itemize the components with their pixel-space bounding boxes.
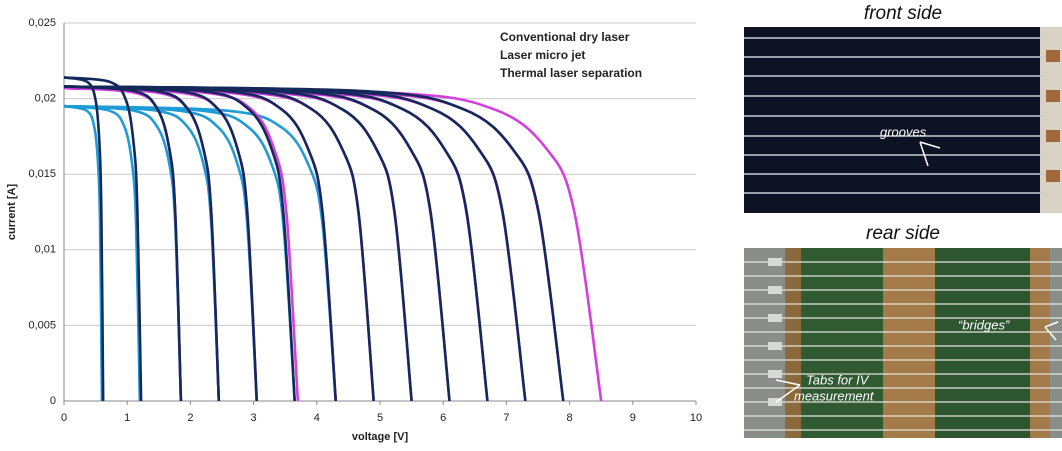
x-axis-label: voltage [V] bbox=[352, 431, 409, 443]
legend-entry: Conventional dry laser bbox=[500, 30, 630, 44]
iv-curve bbox=[64, 106, 257, 401]
x-tick-label: 0 bbox=[61, 412, 67, 424]
legend-entry: Thermal laser separation bbox=[500, 66, 642, 80]
iv-curve bbox=[64, 87, 181, 401]
iv-curve bbox=[64, 88, 374, 401]
x-tick-label: 5 bbox=[377, 412, 383, 424]
y-tick-label: 0,005 bbox=[28, 319, 56, 331]
iv-curve bbox=[64, 87, 374, 401]
x-tick-label: 10 bbox=[690, 412, 702, 424]
x-tick-label: 8 bbox=[567, 412, 573, 424]
x-tick-label: 3 bbox=[251, 412, 257, 424]
x-tick-label: 9 bbox=[630, 412, 636, 424]
x-tick-label: 7 bbox=[503, 412, 509, 424]
y-tick-label: 0,01 bbox=[35, 244, 56, 256]
front-photo bbox=[744, 27, 1062, 213]
y-tick-label: 0,025 bbox=[28, 17, 56, 29]
x-tick-label: 6 bbox=[440, 412, 446, 424]
photo-title: front side bbox=[864, 3, 942, 24]
y-axis-label: current [A] bbox=[6, 184, 18, 241]
iv-curve bbox=[64, 106, 102, 401]
photo-title: rear side bbox=[866, 223, 940, 244]
rear-photo bbox=[744, 248, 1062, 438]
legend-entry: Laser micro jet bbox=[500, 48, 585, 62]
photo-label: Tabs for IV bbox=[806, 372, 870, 387]
y-tick-label: 0,015 bbox=[28, 168, 56, 180]
iv-curve bbox=[64, 88, 181, 401]
iv-curve bbox=[64, 77, 103, 401]
iv-curve bbox=[64, 88, 412, 401]
x-tick-label: 4 bbox=[314, 412, 320, 424]
x-tick-label: 1 bbox=[124, 412, 130, 424]
photo-label: measurement bbox=[794, 388, 875, 403]
x-tick-label: 2 bbox=[187, 412, 193, 424]
iv-curve bbox=[64, 106, 181, 401]
iv-curve bbox=[64, 87, 412, 401]
figure: current [A] voltage [V] 00,0050,010,0150… bbox=[0, 0, 1062, 446]
plot-area: 0 0,005 0,01 0,015 0,02 0,025 0 1 2 3 4 5 6 7 8 9 10 Conv… bbox=[28, 17, 702, 424]
y-tick-label: 0,02 bbox=[35, 93, 56, 105]
y-tick-label: 0 bbox=[50, 395, 56, 407]
photo-label: grooves bbox=[880, 124, 927, 139]
photo-label: “bridges” bbox=[958, 317, 1010, 332]
